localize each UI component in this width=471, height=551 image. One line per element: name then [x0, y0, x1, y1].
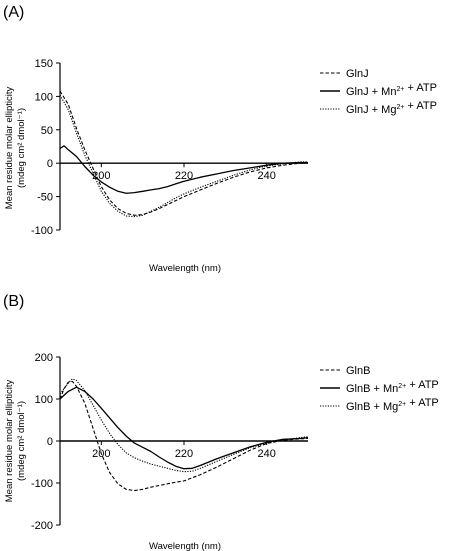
x-tick-label: 220 — [175, 170, 193, 182]
series-line-dotted — [59, 378, 309, 473]
y-axis-title-line1: Mean residue molar ellipticity — [4, 380, 15, 503]
plot-area-b — [59, 378, 309, 492]
y-tick-label: 0 — [47, 436, 53, 448]
panel-label-a: (A) — [3, 4, 24, 21]
x-axis-title: Wavelength (nm) — [149, 541, 221, 551]
series-line-solid — [59, 386, 309, 470]
panel-b: (B) Mean residue molar ellipticity (mdeg… — [3, 293, 439, 551]
y-tick-label: 50 — [41, 125, 53, 137]
series-line-dotted — [59, 94, 308, 218]
legend-a: GlnJ GlnJ + Mn2+ + ATP GlnJ + Mg2+ + ATP — [320, 68, 437, 116]
y-axis-title-line2: (mdeg cm² dmol⁻¹) — [16, 108, 27, 188]
legend-label: GlnJ + Mn2+ + ATP — [346, 82, 437, 98]
axes-a: -100 -50 0 50 100 150 200 220 240 — [31, 58, 308, 237]
panel-a: (A) Mean residue molar ellipticity (mdeg… — [3, 4, 437, 274]
y-tick-label: 100 — [35, 91, 53, 103]
x-tick-label: 220 — [175, 448, 193, 460]
panel-label-b: (B) — [3, 293, 24, 310]
legend-label: GlnB — [346, 365, 370, 377]
legend-label: GlnJ + Mg2+ + ATP — [346, 100, 437, 116]
series-line-dashed — [59, 90, 309, 216]
y-tick-label: 100 — [35, 394, 53, 406]
y-tick-label: -100 — [31, 225, 53, 237]
x-tick-label: 200 — [92, 170, 110, 182]
legend-label: GlnB + Mn2+ + ATP — [346, 379, 439, 395]
x-tick-label: 240 — [257, 448, 275, 460]
y-axis-title-line2: (mdeg cm² dmol⁻¹) — [16, 401, 27, 481]
legend-b: GlnB GlnB + Mn2+ + ATP GlnB + Mg2+ + ATP — [320, 365, 439, 413]
y-axis-title-line1: Mean residue molar ellipticity — [4, 87, 15, 210]
y-tick-label: -100 — [31, 478, 53, 490]
x-axis-title: Wavelength (nm) — [149, 263, 221, 274]
legend-label: GlnJ — [346, 68, 369, 80]
series-line-dashed — [59, 380, 309, 492]
y-tick-label: -200 — [31, 520, 53, 532]
y-tick-label: 200 — [35, 352, 53, 364]
legend-label: GlnB + Mg2+ + ATP — [346, 397, 439, 413]
y-tick-label: -50 — [37, 192, 53, 204]
x-tick-label: 240 — [257, 170, 275, 182]
series-line-solid — [59, 145, 308, 194]
plot-area-a — [59, 90, 309, 218]
y-tick-label: 0 — [47, 158, 53, 170]
y-tick-label: 150 — [35, 58, 53, 70]
